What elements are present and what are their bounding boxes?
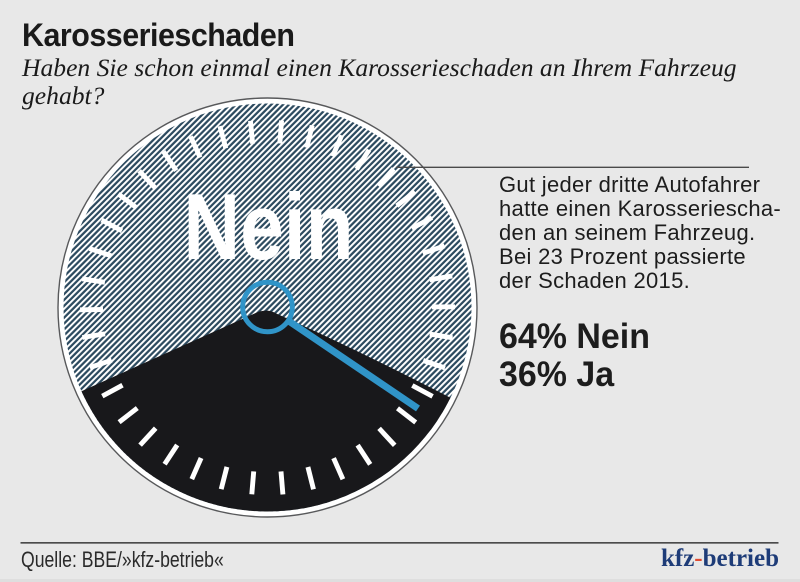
svg-text:Nein: Nein [183,175,353,279]
